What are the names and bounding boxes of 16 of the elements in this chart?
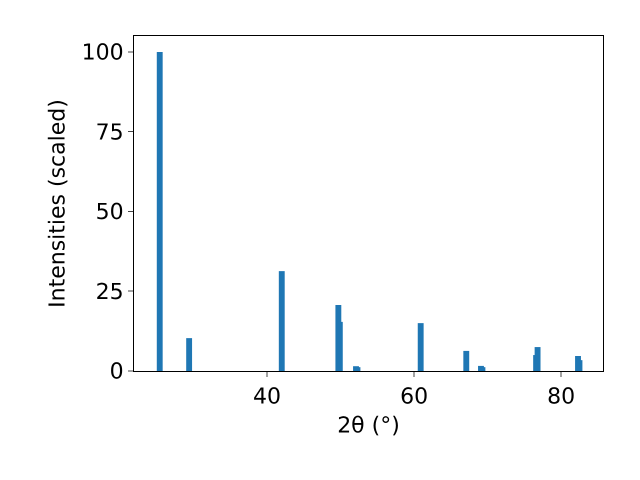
y-tick-label: 0 [110, 360, 124, 385]
y-tick-label: 75 [96, 120, 124, 146]
bar [278, 271, 285, 371]
y-tick-label: 25 [96, 280, 124, 305]
bar [418, 323, 424, 371]
bar [186, 338, 192, 371]
y-axis-title: Intensities (scaled) [45, 99, 70, 308]
x-tick-label: 60 [400, 384, 428, 410]
y-tick-label: 50 [96, 200, 124, 226]
bar [534, 347, 541, 371]
y-tick-label: 100 [82, 40, 124, 66]
x-tick-label: 40 [253, 384, 282, 410]
x-tick-label: 80 [547, 384, 576, 410]
x-axis-title: 2θ (°) [337, 413, 400, 438]
bar [156, 52, 163, 371]
bar [463, 350, 470, 371]
